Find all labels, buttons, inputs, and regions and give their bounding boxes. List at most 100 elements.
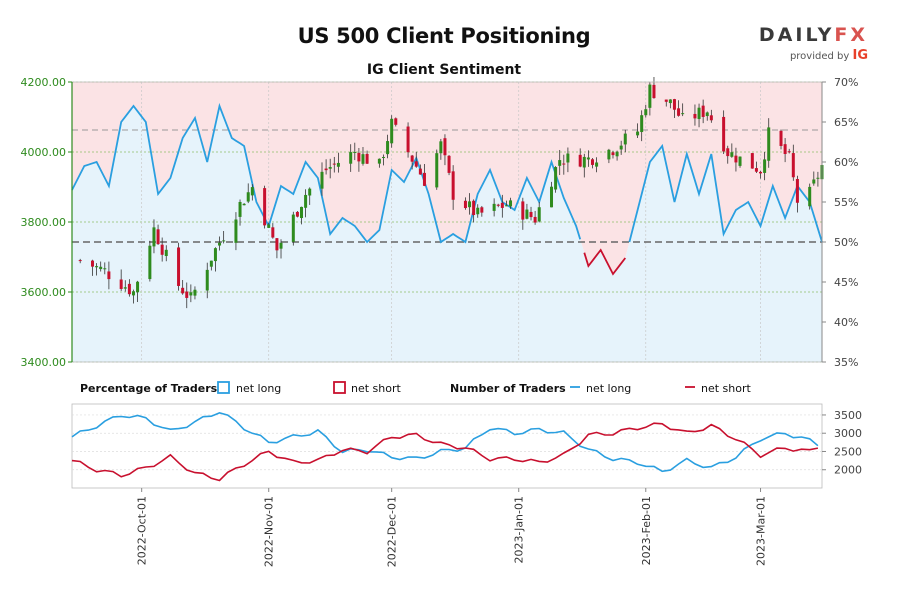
candle-up bbox=[99, 266, 103, 270]
pct-tick-label: 55% bbox=[834, 196, 858, 209]
candle-down bbox=[779, 130, 783, 146]
candle-down bbox=[783, 144, 787, 155]
candle-up bbox=[320, 171, 324, 189]
date-tick-label: 2023-Feb-01 bbox=[640, 496, 653, 565]
price-tick-label: 3400.00 bbox=[21, 356, 67, 369]
candle-up bbox=[209, 260, 213, 267]
pct-tick-label: 70% bbox=[834, 76, 858, 89]
legend-count-short-label: net short bbox=[701, 382, 752, 395]
net-short-pct-line bbox=[583, 248, 627, 276]
candle-down bbox=[521, 201, 525, 220]
price-tick-label: 4000.00 bbox=[21, 146, 67, 159]
candle-down bbox=[422, 172, 426, 186]
legend-pct-long-swatch bbox=[217, 381, 230, 394]
candle-up bbox=[234, 219, 238, 243]
candle-up bbox=[377, 158, 381, 164]
candle-down bbox=[533, 216, 537, 223]
candle-down bbox=[693, 113, 697, 119]
candle-up bbox=[595, 162, 599, 167]
legend: Percentage of Traders net long net short… bbox=[80, 381, 752, 395]
candle-up bbox=[767, 127, 771, 161]
candle-up bbox=[308, 188, 312, 196]
candle-up bbox=[808, 186, 812, 207]
candle-up bbox=[812, 179, 816, 184]
candle-up bbox=[246, 192, 250, 202]
candle-up bbox=[558, 160, 562, 166]
candle-up bbox=[193, 289, 197, 296]
candle-down bbox=[451, 171, 455, 200]
date-tick-label: 2022-Nov-01 bbox=[263, 496, 276, 567]
logo-brand-fx: FX bbox=[834, 24, 868, 46]
candle-down bbox=[709, 115, 713, 121]
candle-down bbox=[394, 118, 398, 125]
legend-count-long-label: net long bbox=[586, 382, 631, 395]
candle-up bbox=[763, 159, 767, 173]
candle-down bbox=[578, 154, 582, 167]
net-long-area bbox=[72, 106, 822, 362]
candle-down bbox=[324, 168, 328, 171]
candle-up bbox=[644, 109, 648, 116]
logo-provided-by: provided by IG bbox=[759, 48, 868, 63]
candle-down bbox=[722, 116, 726, 152]
candle-down bbox=[90, 260, 94, 267]
count-plot-frame bbox=[71, 403, 823, 489]
pct-tick-label: 50% bbox=[834, 236, 858, 249]
candle-down bbox=[590, 159, 594, 165]
candle-up bbox=[554, 167, 558, 190]
net-short-count-line bbox=[71, 422, 819, 482]
candle-up bbox=[238, 201, 242, 217]
candle-up bbox=[304, 194, 308, 208]
candle-down bbox=[185, 291, 189, 298]
candle-down bbox=[443, 138, 447, 156]
candle-down bbox=[562, 163, 566, 165]
candle-down bbox=[160, 244, 164, 255]
candle-up bbox=[435, 153, 439, 188]
candle-up bbox=[730, 152, 734, 157]
pct-tick-label: 35% bbox=[834, 356, 858, 369]
candle-down bbox=[447, 155, 451, 173]
logo-brand: DAILYFX bbox=[759, 24, 868, 46]
candle-up bbox=[103, 268, 107, 270]
candle-down bbox=[463, 200, 467, 209]
candle-up bbox=[681, 113, 685, 115]
candle-up bbox=[189, 292, 193, 296]
candle-down bbox=[107, 271, 111, 280]
candle-up bbox=[353, 151, 357, 153]
pct-tick-label: 40% bbox=[834, 316, 858, 329]
legend-count-title: Number of Traders bbox=[450, 382, 566, 395]
candle-down bbox=[271, 227, 275, 238]
candle-up bbox=[148, 245, 152, 280]
candle-up bbox=[361, 154, 365, 164]
candle-down bbox=[472, 200, 476, 216]
candle-up bbox=[349, 152, 353, 164]
candle-down bbox=[357, 152, 361, 162]
candle-down bbox=[795, 179, 799, 203]
candle-up bbox=[476, 207, 480, 215]
candle-down bbox=[78, 260, 82, 262]
candle-up bbox=[279, 242, 283, 249]
dailyfx-logo: DAILYFX provided by IG bbox=[759, 24, 868, 63]
candle-down bbox=[119, 279, 123, 289]
candle-down bbox=[677, 108, 681, 116]
date-tick-label: 2023-Mar-01 bbox=[755, 496, 768, 566]
chart-title: US 500 Client Positioning bbox=[297, 24, 591, 48]
candle-up bbox=[504, 205, 508, 207]
candle-up bbox=[623, 133, 627, 145]
count-tick-label: 2500 bbox=[834, 445, 862, 458]
trader-count-panel: 2000 2500 3000 3500 bbox=[71, 403, 862, 489]
candlesticks bbox=[78, 76, 824, 309]
ig-logo: IG bbox=[852, 48, 868, 63]
candle-up bbox=[205, 269, 209, 291]
candle-up bbox=[636, 131, 640, 136]
candle-up bbox=[328, 167, 332, 169]
candle-up bbox=[131, 291, 135, 296]
pct-tick-label: 65% bbox=[834, 116, 858, 129]
candle-down bbox=[480, 207, 484, 213]
candle-up bbox=[123, 287, 127, 289]
count-tick-label: 2000 bbox=[834, 464, 862, 477]
candle-up bbox=[222, 240, 226, 242]
candle-down bbox=[664, 99, 668, 102]
candle-up bbox=[213, 248, 217, 262]
date-tick-label: 2022-Oct-01 bbox=[136, 496, 149, 565]
legend-pct-long-label: net long bbox=[236, 382, 281, 395]
